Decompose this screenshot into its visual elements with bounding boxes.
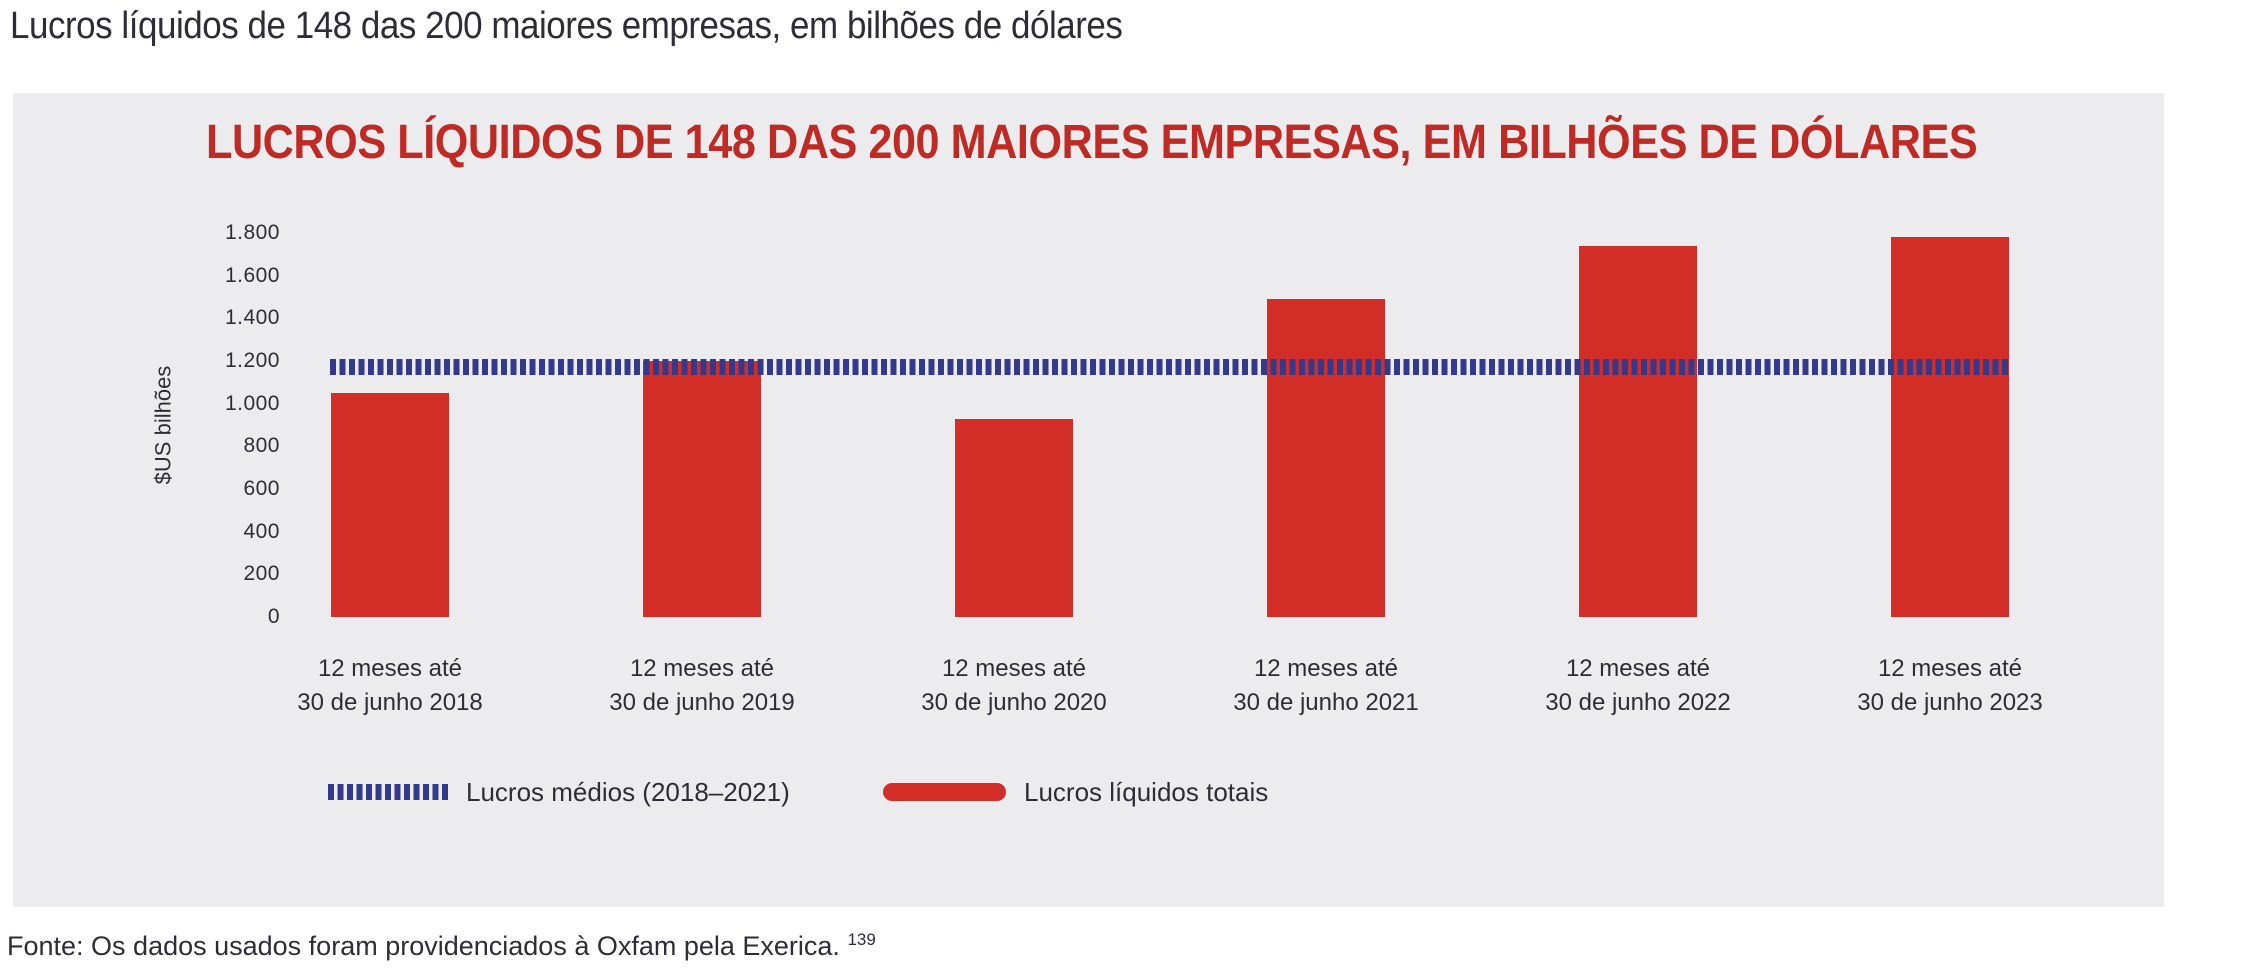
x-axis-label-2020: 12 meses até 30 de junho 2020 [921, 652, 1107, 720]
y-axis-ticks: 0 200 400 600 800 1.000 1.200 1.400 1.600 1.800 [13, 222, 297, 628]
y-tick-label: 200 [243, 562, 280, 586]
bar-2022 [1579, 245, 1697, 617]
x-axis-label-line: 12 meses até [317, 655, 463, 682]
legend-item-average: Lucros médios (2018–2021) [328, 774, 790, 810]
legend-item-average-label: Lucros médios (2018–2021) [466, 776, 790, 807]
average-line-swatch-icon [328, 784, 450, 800]
plot-area [330, 233, 2009, 617]
x-axis-label-line: 30 de junho 2018 [297, 689, 483, 716]
x-axis-label-line: 12 meses até [1877, 655, 2023, 682]
x-axis-label-line: 30 de junho 2019 [609, 689, 795, 716]
y-tick-label: 600 [243, 477, 280, 500]
x-axis-label-line: 30 de junho 2023 [1857, 689, 2043, 716]
x-axis-label-line: 30 de junho 2020 [921, 689, 1107, 716]
page-title: Lucros líquidos de 148 das 200 maiores e… [10, 5, 1123, 47]
footnote-ref: 139 [847, 930, 876, 949]
source-note: Fonte: Os dados usados foram providencia… [7, 922, 876, 964]
bar-2018 [331, 393, 449, 617]
chart-title: LUCROS LÍQUIDOS DE 148 DAS 200 MAIORES E… [206, 116, 1978, 169]
x-axis-label-line: 12 meses até [1565, 655, 1711, 682]
x-axis-label-2018: 12 meses até 30 de junho 2018 [297, 652, 483, 720]
y-tick-label: 1.800 [224, 221, 280, 244]
x-axis-labels: 12 meses até 30 de junho 2018 12 meses até… [297, 652, 2043, 724]
total-bar-swatch-icon [883, 783, 1006, 801]
x-axis-label-line: 12 meses até [629, 655, 775, 682]
y-tick-label: 0 [267, 605, 280, 628]
source-text: Fonte: Os dados usados foram providencia… [7, 931, 840, 961]
x-axis-label-2022: 12 meses até 30 de junho 2022 [1545, 652, 1731, 720]
y-tick-label: 400 [243, 519, 280, 543]
y-tick-label: 1.600 [224, 263, 280, 287]
x-axis-label-line: 30 de junho 2021 [1233, 689, 1419, 716]
x-axis-label-2021: 12 meses até 30 de junho 2021 [1233, 652, 1419, 720]
x-axis-label-line: 30 de junho 2022 [1545, 689, 1731, 716]
bar-2019 [643, 361, 761, 617]
average-line [330, 359, 2008, 376]
bar-2023 [1891, 237, 2009, 617]
y-tick-label: 1.400 [224, 306, 280, 330]
legend-item-total: Lucros líquidos totais [883, 774, 1268, 810]
legend-item-total-label: Lucros líquidos totais [1024, 776, 1269, 807]
chart-panel: LUCROS LÍQUIDOS DE 148 DAS 200 MAIORES E… [13, 93, 2164, 907]
bar-2021 [1267, 299, 1385, 617]
y-tick-label: 1.200 [224, 349, 280, 372]
x-axis-label-line: 12 meses até [941, 655, 1087, 682]
y-tick-label: 800 [243, 434, 280, 458]
x-axis-label-line: 12 meses até [1253, 655, 1399, 682]
bar-2020 [955, 418, 1073, 617]
y-tick-label: 1.000 [224, 391, 280, 415]
x-axis-label-2019: 12 meses até 30 de junho 2019 [609, 652, 795, 720]
x-axis-label-2023: 12 meses até 30 de junho 2023 [1857, 652, 2043, 720]
